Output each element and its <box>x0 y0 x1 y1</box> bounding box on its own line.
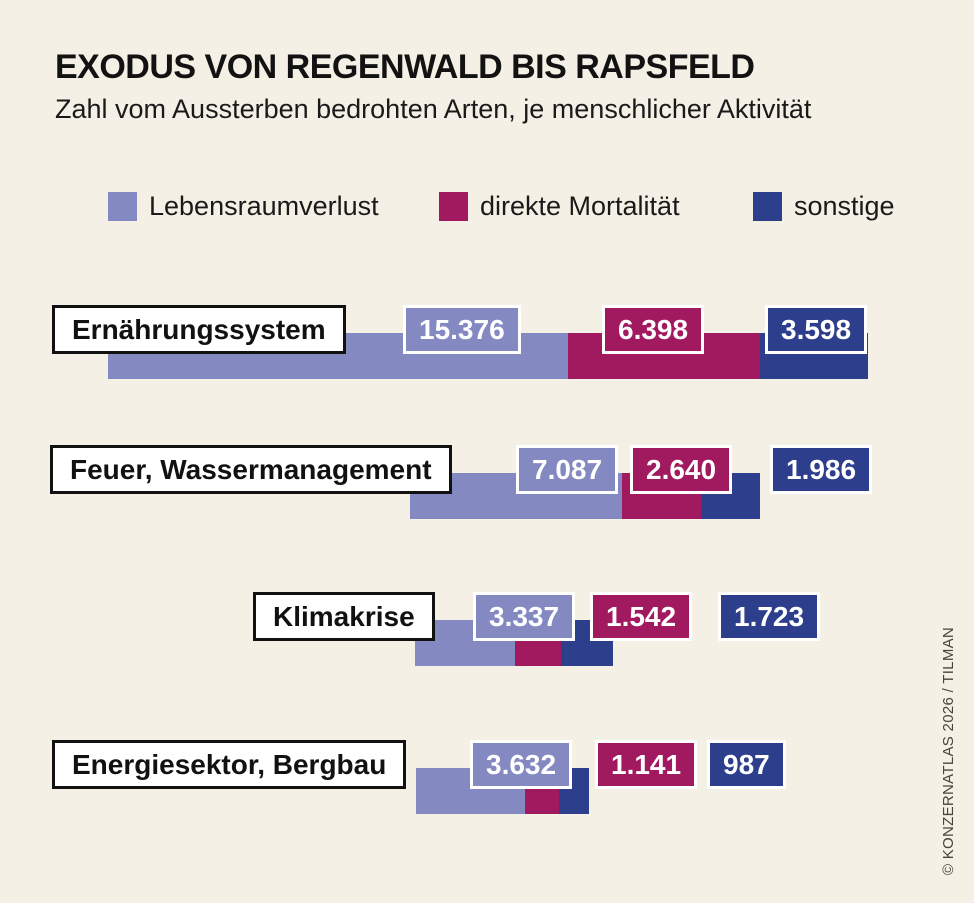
chart-row-ern-hrungssystem: Ernährungssystem 15.376 6.398 3.598 <box>0 305 974 425</box>
value-label-box-sonstige: 1.986 <box>770 445 873 494</box>
legend-swatch-icon <box>439 192 468 221</box>
value-label-box-direkte-mortalit-t: 1.542 <box>590 592 693 641</box>
stacked-bar <box>416 768 589 814</box>
legend-label: sonstige <box>794 191 895 221</box>
value-label-box-lebensraumverlust: 15.376 <box>403 305 521 354</box>
value-label-box-sonstige: 987 <box>707 740 786 789</box>
category-label-box: Ernährungssystem <box>52 305 346 354</box>
chart-row-feuer-wassermanagement: Feuer, Wassermanagement 7.087 2.640 1.986 <box>0 445 974 565</box>
value-label-box-sonstige: 1.723 <box>718 592 821 641</box>
chart-row-klimakrise: Klimakrise 3.337 1.542 1.723 <box>0 592 974 712</box>
category-label-box: Klimakrise <box>253 592 435 641</box>
category-label-box: Feuer, Wassermanagement <box>50 445 452 494</box>
value-label-box-lebensraumverlust: 3.632 <box>470 740 573 789</box>
legend-label: direkte Mortalität <box>480 191 680 221</box>
legend-swatch-icon <box>108 192 137 221</box>
value-label-box-lebensraumverlust: 3.337 <box>473 592 576 641</box>
chart-row-energiesektor-bergbau: Energiesektor, Bergbau 3.632 1.141 987 <box>0 740 974 860</box>
value-label-box-direkte-mortalit-t: 6.398 <box>602 305 705 354</box>
chart-subtitle: Zahl vom Aussterben bedrohten Arten, je … <box>55 94 812 124</box>
value-label-box-lebensraumverlust: 7.087 <box>516 445 619 494</box>
legend-swatch-icon <box>753 192 782 221</box>
value-label-box-direkte-mortalit-t: 1.141 <box>595 740 698 789</box>
category-label-box: Energiesektor, Bergbau <box>52 740 407 789</box>
source-credit: © KONZERNATLAS 2026 / TILMAN <box>940 626 957 876</box>
value-label-box-sonstige: 3.598 <box>765 305 868 354</box>
chart-title: EXODUS VON REGENWALD BIS RAPSFELD <box>55 48 755 86</box>
legend-label: Lebensraumverlust <box>149 191 379 221</box>
value-label-box-direkte-mortalit-t: 2.640 <box>630 445 733 494</box>
